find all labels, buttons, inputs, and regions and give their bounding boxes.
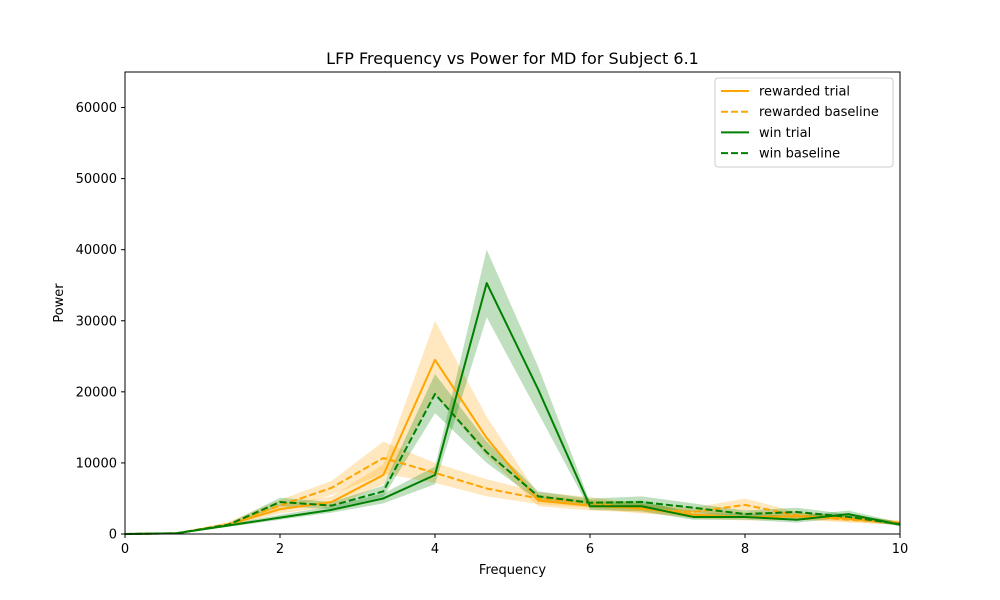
y-tick-label: 0	[109, 528, 117, 543]
legend-label-rewarded-trial: rewarded trial	[759, 85, 850, 100]
x-axis-ticks: 0 2 4 6 8 10	[121, 534, 908, 557]
x-tick-label: 0	[121, 542, 129, 557]
legend: rewarded trial rewarded baseline win trial…	[714, 77, 894, 168]
x-tick-label: 8	[741, 542, 749, 557]
line-win-trial	[124, 282, 901, 535]
y-axis-label: Power	[52, 283, 67, 323]
legend-label-win-trial: win trial	[759, 126, 811, 141]
x-tick-label: 2	[276, 542, 284, 557]
x-tick-label: 6	[586, 542, 594, 557]
line-rewarded-baseline	[124, 456, 901, 535]
x-tick-label: 10	[892, 542, 909, 557]
y-tick-label: 10000	[76, 456, 117, 471]
legend-label-rewarded-baseline: rewarded baseline	[759, 105, 879, 120]
y-tick-label: 40000	[76, 243, 117, 258]
legend-label-win-baseline: win baseline	[759, 147, 840, 162]
x-axis-label: Frequency	[479, 563, 546, 578]
line-win-baseline	[124, 392, 901, 535]
y-tick-label: 60000	[76, 101, 117, 116]
y-tick-label: 30000	[76, 314, 117, 329]
plot-area-frame	[124, 71, 901, 535]
line-rewarded-trial	[124, 358, 901, 535]
y-axis-ticks: 0 10000 20000 30000 40000 50000 60000	[76, 101, 125, 543]
chart-title: LFP Frequency vs Power for MD for Subjec…	[326, 49, 699, 68]
y-tick-label: 50000	[76, 172, 117, 187]
legend-frame	[714, 77, 894, 168]
x-tick-label: 4	[431, 542, 439, 557]
series-lines	[124, 282, 901, 535]
y-tick-label: 20000	[76, 385, 117, 400]
